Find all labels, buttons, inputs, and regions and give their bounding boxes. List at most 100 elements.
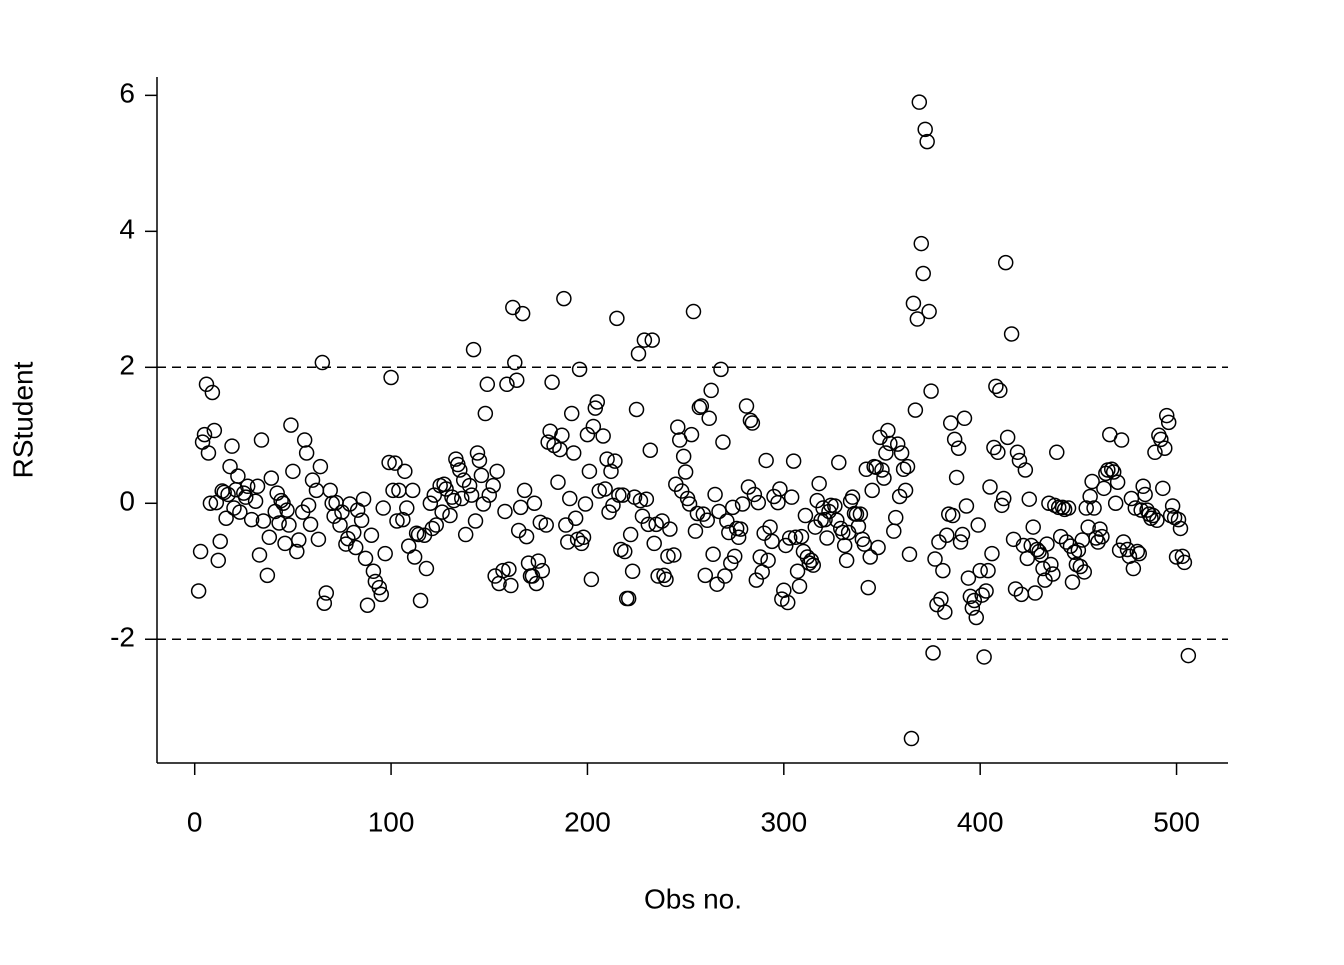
point (505, 299, 521, 316)
point (617, 543, 633, 560)
point (1082, 488, 1098, 505)
point (909, 311, 926, 327)
point (864, 482, 880, 499)
point (283, 417, 299, 433)
point (371, 579, 388, 596)
point (950, 440, 967, 456)
point (243, 511, 260, 528)
point (1149, 512, 1165, 529)
point (1045, 566, 1061, 582)
point (375, 500, 391, 516)
point (848, 506, 865, 522)
point (730, 529, 747, 546)
point (455, 472, 472, 488)
point (261, 529, 278, 546)
point (615, 487, 631, 503)
point (746, 486, 763, 503)
point (901, 546, 918, 563)
point (1060, 500, 1077, 516)
point (397, 463, 413, 480)
point (935, 562, 951, 579)
point (571, 361, 588, 378)
point (346, 524, 362, 541)
point (489, 463, 505, 480)
point (281, 517, 297, 533)
point (534, 562, 551, 579)
point (903, 730, 920, 747)
point (642, 442, 659, 459)
point (556, 290, 572, 307)
point (318, 585, 335, 601)
point (937, 604, 953, 620)
point (322, 482, 338, 499)
point (230, 468, 246, 484)
point (646, 535, 662, 552)
point (1092, 521, 1108, 537)
point (538, 517, 554, 533)
point (713, 361, 729, 378)
point (475, 496, 492, 512)
point (817, 511, 833, 528)
point (797, 507, 814, 524)
point (897, 482, 914, 499)
point (756, 525, 772, 541)
point (976, 649, 992, 665)
x-tick-label: 400 (957, 806, 1004, 837)
y-tick-label: 2 (119, 350, 135, 381)
point (717, 568, 733, 584)
x-tick-label: 300 (760, 806, 807, 837)
point (874, 462, 890, 478)
point (821, 503, 837, 520)
point (968, 609, 985, 626)
point (1125, 560, 1142, 577)
point (399, 500, 415, 516)
point (220, 486, 236, 503)
point (992, 382, 1008, 399)
point (819, 530, 835, 546)
point (512, 499, 529, 516)
point (389, 513, 405, 529)
point (1168, 549, 1185, 565)
point (454, 490, 470, 507)
point (778, 537, 794, 554)
point (699, 512, 715, 529)
point (387, 455, 403, 471)
point (1094, 528, 1110, 545)
point (956, 410, 973, 427)
point (829, 512, 845, 529)
point (1058, 534, 1075, 550)
point (895, 461, 912, 478)
point (585, 418, 602, 435)
point (373, 586, 390, 603)
point (222, 458, 238, 475)
point (567, 510, 584, 526)
point (964, 600, 981, 616)
point (1113, 432, 1130, 448)
point (858, 461, 875, 478)
point (285, 463, 301, 480)
x-tick-label: 200 (564, 806, 611, 837)
point (666, 547, 682, 563)
point (886, 523, 902, 539)
point (703, 382, 719, 399)
point (805, 557, 822, 573)
point (984, 545, 1000, 562)
point (685, 303, 702, 320)
point (1005, 531, 1022, 548)
point (289, 543, 305, 560)
point (913, 235, 930, 252)
point (632, 492, 649, 509)
point (982, 479, 998, 495)
point (760, 552, 776, 569)
point (365, 563, 382, 580)
point (565, 445, 582, 461)
point (383, 369, 399, 386)
point (781, 530, 798, 546)
point (958, 498, 975, 514)
point (862, 549, 878, 565)
point (385, 482, 401, 499)
point (811, 475, 827, 492)
point (978, 583, 994, 599)
point (650, 568, 666, 584)
point (438, 481, 454, 497)
